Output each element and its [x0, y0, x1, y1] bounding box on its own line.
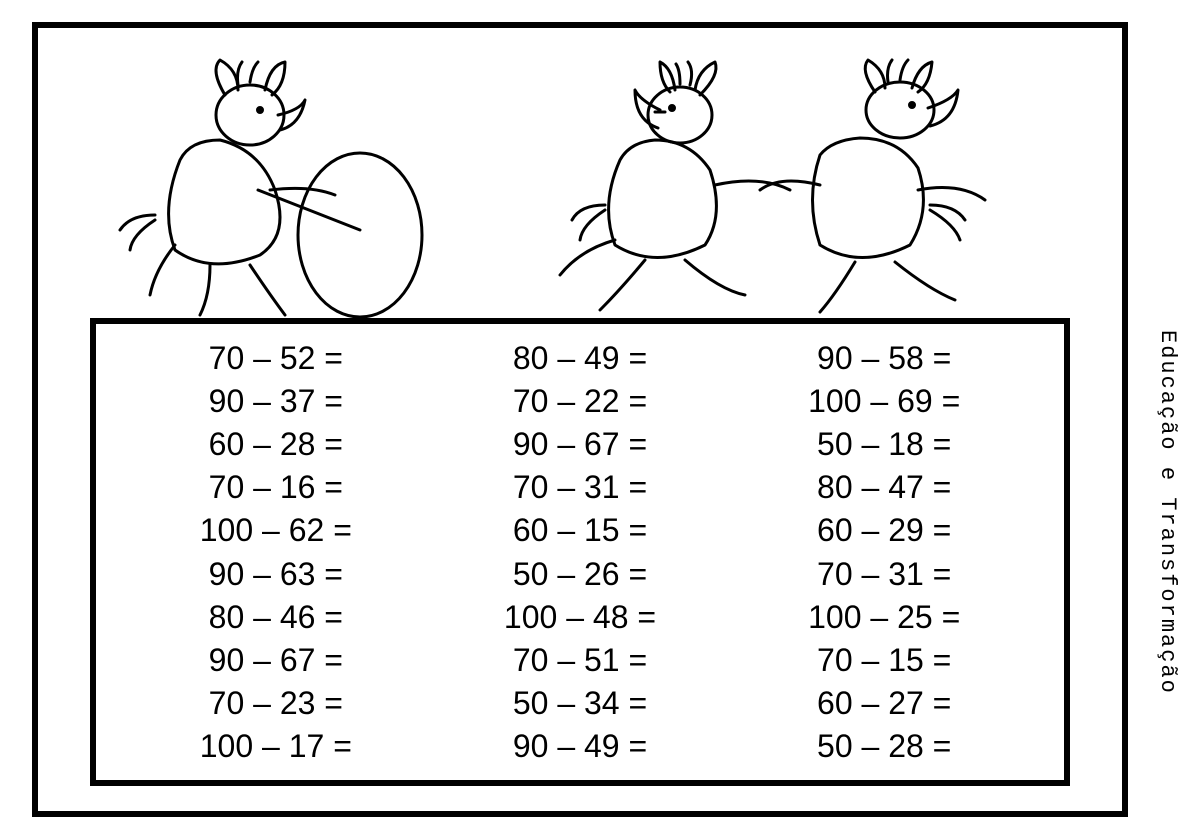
- subtraction-problem: 50 – 18 =: [734, 428, 1034, 460]
- goat-illustrations: [60, 40, 1100, 320]
- subtraction-problem: 100 – 62 =: [126, 514, 426, 546]
- subtraction-problem: 50 – 34 =: [430, 687, 730, 719]
- subtraction-problem: 90 – 67 =: [430, 428, 730, 460]
- subtraction-problem: 90 – 37 =: [126, 385, 426, 417]
- side-credit-label: Educação e Transformação: [1155, 330, 1180, 695]
- subtraction-problem: 70 – 52 =: [126, 342, 426, 374]
- subtraction-problem: 90 – 63 =: [126, 558, 426, 590]
- subtraction-problem: 60 – 29 =: [734, 514, 1034, 546]
- problems-column-3: 90 – 58 = 100 – 69 = 50 – 18 = 80 – 47 = 60 …: [734, 342, 1034, 762]
- subtraction-problem: 70 – 22 =: [430, 385, 730, 417]
- subtraction-problem: 100 – 25 =: [734, 601, 1034, 633]
- subtraction-problem: 60 – 27 =: [734, 687, 1034, 719]
- subtraction-problem: 90 – 49 =: [430, 730, 730, 762]
- subtraction-problem: 50 – 28 =: [734, 730, 1034, 762]
- subtraction-problem: 100 – 69 =: [734, 385, 1034, 417]
- subtraction-problem: 70 – 31 =: [734, 558, 1034, 590]
- subtraction-problem: 80 – 46 =: [126, 601, 426, 633]
- worksheet-page: Educação e Transformação: [0, 0, 1200, 839]
- subtraction-problem: 90 – 67 =: [126, 644, 426, 676]
- subtraction-problem: 70 – 31 =: [430, 471, 730, 503]
- subtraction-problem: 80 – 49 =: [430, 342, 730, 374]
- subtraction-problem: 80 – 47 =: [734, 471, 1034, 503]
- subtraction-problem: 100 – 48 =: [430, 601, 730, 633]
- subtraction-problem: 50 – 26 =: [430, 558, 730, 590]
- subtraction-problem: 70 – 23 =: [126, 687, 426, 719]
- subtraction-problem: 90 – 58 =: [734, 342, 1034, 374]
- problems-column-1: 70 – 52 = 90 – 37 = 60 – 28 = 70 – 16 = 100 …: [126, 342, 426, 762]
- subtraction-problem: 100 – 17 =: [126, 730, 426, 762]
- subtraction-problem: 60 – 28 =: [126, 428, 426, 460]
- goat-middle-dancing: [560, 62, 790, 310]
- subtraction-problem: 70 – 16 =: [126, 471, 426, 503]
- subtraction-problem: 70 – 51 =: [430, 644, 730, 676]
- goat-right-dancing: [760, 60, 985, 312]
- subtraction-problem: 60 – 15 =: [430, 514, 730, 546]
- problems-column-2: 80 – 49 = 70 – 22 = 90 – 67 = 70 – 31 = 60 –…: [430, 342, 730, 762]
- goat-left-with-hoop: [120, 60, 422, 317]
- subtraction-problem: 70 – 15 =: [734, 644, 1034, 676]
- problems-frame: 70 – 52 = 90 – 37 = 60 – 28 = 70 – 16 = 100 …: [90, 318, 1070, 786]
